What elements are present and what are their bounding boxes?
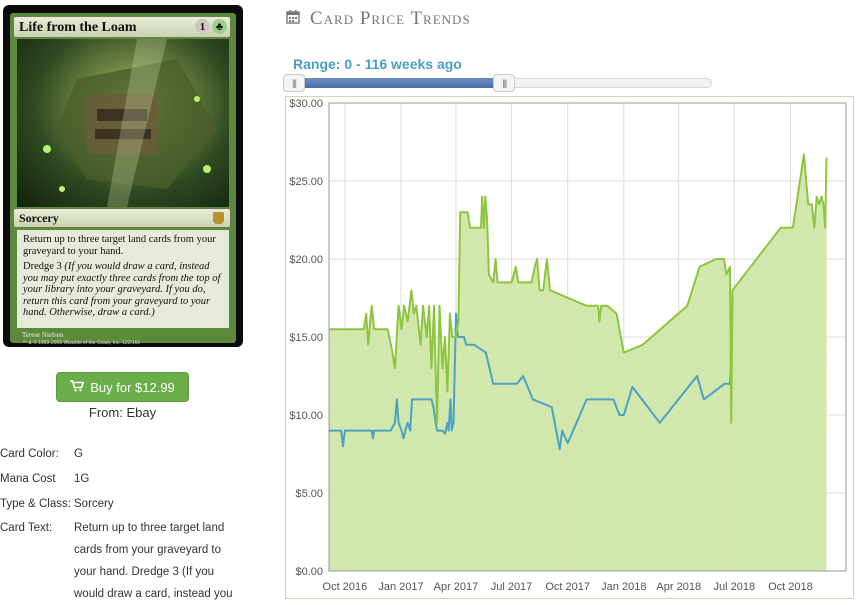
card-frame: Life from the Loam 1 ♣ Sorcery xyxy=(10,13,236,346)
card-artist: Terese Nielsen xyxy=(22,331,64,339)
green-mana-icon: ♣ xyxy=(212,19,227,34)
card-title-bar: Life from the Loam 1 ♣ xyxy=(13,16,231,38)
detail-value: 1G xyxy=(74,473,90,485)
range-slider[interactable]: ||| ||| xyxy=(283,74,712,92)
generic-mana-icon: 1 xyxy=(195,19,210,34)
range-slider-start-handle[interactable]: ||| xyxy=(283,74,305,92)
card-art-illustration xyxy=(43,39,217,207)
card-reminder-text: (If you would draw a card, instead you m… xyxy=(23,261,221,318)
x-tick-label: Jan 2017 xyxy=(378,581,423,593)
low-price-line xyxy=(329,312,733,451)
x-tick-label: Apr 2017 xyxy=(434,581,479,593)
card-type-bar: Sorcery xyxy=(13,208,231,228)
y-tick-label: $20.00 xyxy=(289,254,323,266)
price-chart-svg: $0.00 $5.00 $10.00 $15.00 $20.00 $25.00 $30.00… xyxy=(289,98,847,593)
x-tick-label: Jul 2018 xyxy=(714,581,756,593)
section-heading: Card Price Trends xyxy=(286,8,471,30)
mana-cost-symbols: 1 ♣ xyxy=(195,19,227,34)
detail-label: Mana Cost xyxy=(0,473,56,485)
x-tick-label: Jan 2018 xyxy=(601,581,646,593)
high-price-line xyxy=(329,153,828,424)
x-tick-label: Oct 2016 xyxy=(323,581,368,593)
detail-label: Card Text: xyxy=(0,522,53,534)
y-tick-label: $25.00 xyxy=(289,176,323,188)
price-area-fill xyxy=(329,154,827,571)
x-tick-label: Oct 2017 xyxy=(545,581,590,593)
detail-value: G xyxy=(74,448,83,460)
card-text-box: Return up to three target land cards fro… xyxy=(17,230,229,328)
card-art xyxy=(17,39,229,207)
range-slider-end-handle[interactable]: ||| xyxy=(493,74,516,92)
card-type-line: Sorcery xyxy=(19,211,59,225)
seller-source: From: Ebay xyxy=(88,405,157,420)
detail-label: Type & Class: xyxy=(0,498,71,510)
buy-button-label: Buy for $12.99 xyxy=(90,379,175,395)
card-image: Life from the Loam 1 ♣ Sorcery xyxy=(3,5,243,347)
card-dredge-keyword: Dredge 3 xyxy=(23,261,62,272)
calendar-icon xyxy=(286,8,300,30)
range-label: Range: 0 - 116 weeks ago xyxy=(293,56,462,72)
price-chart: $0.00 $5.00 $10.00 $15.00 $20.00 $25.00 $30.00… xyxy=(285,96,854,599)
range-slider-fill xyxy=(287,78,505,88)
x-tick-label: Oct 2018 xyxy=(768,581,813,593)
buy-button[interactable]: Buy for $12.99 xyxy=(56,372,189,402)
page-title: Card Price Trends xyxy=(310,8,471,29)
plot-border xyxy=(328,102,847,572)
x-tick-label: Jul 2017 xyxy=(491,581,533,593)
detail-value: Return up to three target land cards fro… xyxy=(74,522,233,600)
cart-icon xyxy=(70,379,85,395)
detail-value: Sorcery xyxy=(74,498,114,510)
card-name: Life from the Loam xyxy=(19,20,137,35)
card-rules-text: Return up to three target land cards fro… xyxy=(23,234,216,257)
y-tick-label: $30.00 xyxy=(289,98,323,110)
set-symbol-icon xyxy=(213,212,224,224)
y-tick-label: $0.00 xyxy=(295,566,323,578)
y-tick-label: $5.00 xyxy=(295,488,323,500)
detail-label: Card Color: xyxy=(0,448,59,460)
y-tick-label: $10.00 xyxy=(289,410,323,422)
y-tick-label: $15.00 xyxy=(289,332,323,344)
card-copyright: ™ & © 1993-2005 Wizards of the Coast, In… xyxy=(22,340,141,346)
x-tick-label: Apr 2018 xyxy=(656,581,701,593)
